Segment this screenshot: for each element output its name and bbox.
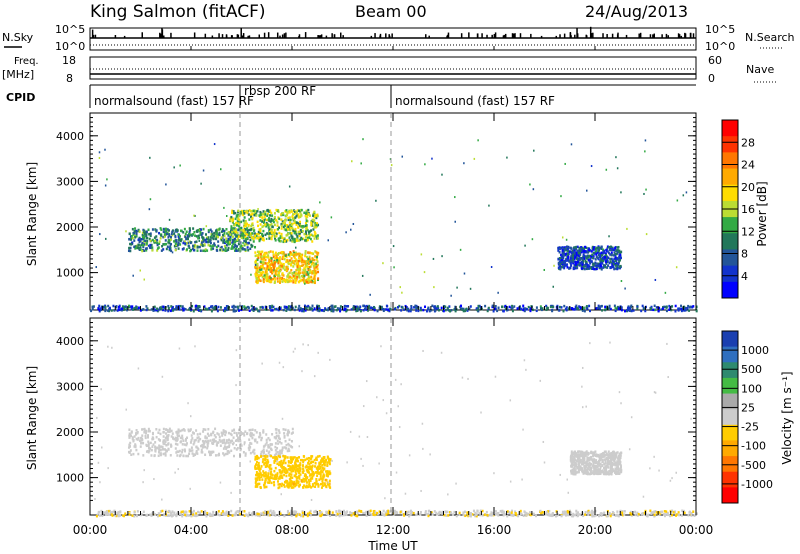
nave-label: Nave — [746, 63, 774, 76]
y-tick-label: 2000 — [56, 221, 84, 234]
colorbar-tick-label: 20 — [741, 181, 755, 194]
y-tick-label: 2000 — [56, 426, 84, 439]
y-tick-label: 3000 — [56, 380, 84, 393]
colorbar-tick-label: 28 — [741, 136, 755, 149]
colorbar-tick-label: 4 — [741, 270, 748, 283]
cpid-strip: CPID normalsound (fast) 157 RF rbsp 200 … — [6, 84, 696, 108]
cpid-segment-3: normalsound (fast) 157 RF — [395, 94, 555, 108]
colorbar-tick-label: 24 — [741, 159, 755, 172]
y-tick-label: 4000 — [56, 335, 84, 348]
colorbar-tick-label: 25 — [741, 401, 755, 414]
nsky-spikes — [91, 26, 695, 38]
frequency-panel: Freq. [MHz] 18 8 60 0 Nave — [2, 54, 776, 85]
noise-panel: N.Sky 10^5 10^0 10^5 10^0 N.Search — [2, 23, 795, 53]
velocity-colorbar-label: Velocity [m s⁻¹] — [780, 371, 794, 464]
station-title: King Salmon (fitACF) — [90, 2, 266, 22]
colorbar-tick-label: -100 — [741, 440, 766, 453]
colorbar-tick-label: -500 — [741, 459, 766, 472]
x-axis-label: Time UT — [367, 539, 418, 553]
freq-label: Freq. — [14, 56, 39, 67]
power-colorbar: 28 24 20 16 12 8 4 — [721, 119, 755, 299]
nsearch-tick-low: 10^0 — [705, 40, 735, 53]
power-colorbar-label: Power [dB] — [755, 181, 769, 246]
freq-unit-label: [MHz] — [2, 68, 34, 81]
colorbar-tick-label: 1000 — [741, 344, 769, 357]
x-tick-label: 12:00 — [376, 523, 411, 537]
y-tick-label: 1000 — [56, 472, 84, 485]
colorbar-tick-label: 100 — [741, 382, 762, 395]
velocity-scatter — [94, 341, 698, 518]
nsky-label: N.Sky — [2, 31, 34, 44]
x-tick-label: 00:00 — [73, 523, 108, 537]
x-tick-label: 00:00 — [679, 523, 714, 537]
colorbar-tick-label: 8 — [741, 248, 748, 261]
velocity-panel: 4000 3000 2000 1000 — [56, 317, 698, 518]
y-tick-label: 1000 — [56, 267, 84, 280]
nsky-tick-low: 10^0 — [55, 40, 85, 53]
cpid-segment-2: rbsp 200 RF — [244, 84, 316, 98]
colorbar-tick-label: -25 — [741, 421, 759, 434]
nsky-tick-high: 10^5 — [55, 23, 85, 36]
x-tick-label: 08:00 — [275, 523, 310, 537]
y-tick-label: 4000 — [56, 130, 84, 143]
nave-tick-high: 60 — [708, 54, 722, 67]
nsearch-label: N.Search — [745, 31, 795, 44]
velocity-ylabel: Slant Range [km] — [25, 366, 39, 470]
beam-title: Beam 00 — [355, 2, 427, 21]
x-tick-label: 16:00 — [477, 523, 512, 537]
y-tick-label: 3000 — [56, 175, 84, 188]
cpid-label: CPID — [6, 91, 35, 104]
freq-tick-high: 18 — [62, 54, 76, 67]
x-tick-label: 04:00 — [174, 523, 209, 537]
colorbar-tick-label: 16 — [741, 203, 755, 216]
velocity-colorbar: 1000 500 100 25 -25 -100 -500 -1000 — [721, 330, 773, 504]
freq-tick-low: 8 — [66, 72, 73, 85]
colorbar-tick-label: 12 — [741, 225, 755, 238]
date-title: 24/Aug/2013 — [585, 2, 688, 21]
power-scatter — [90, 138, 698, 313]
power-ylabel: Slant Range [km] — [25, 162, 39, 266]
colorbar-tick-label: -1000 — [741, 478, 773, 491]
colorbar-tick-label: 500 — [741, 363, 762, 376]
cpid-segment-1: normalsound (fast) 157 RF — [94, 94, 254, 108]
nave-tick-low: 0 — [708, 72, 715, 85]
nsearch-tick-high: 10^5 — [705, 23, 735, 36]
power-panel: 4000 3000 2000 1000 — [56, 112, 698, 313]
x-tick-label: 20:00 — [578, 523, 613, 537]
